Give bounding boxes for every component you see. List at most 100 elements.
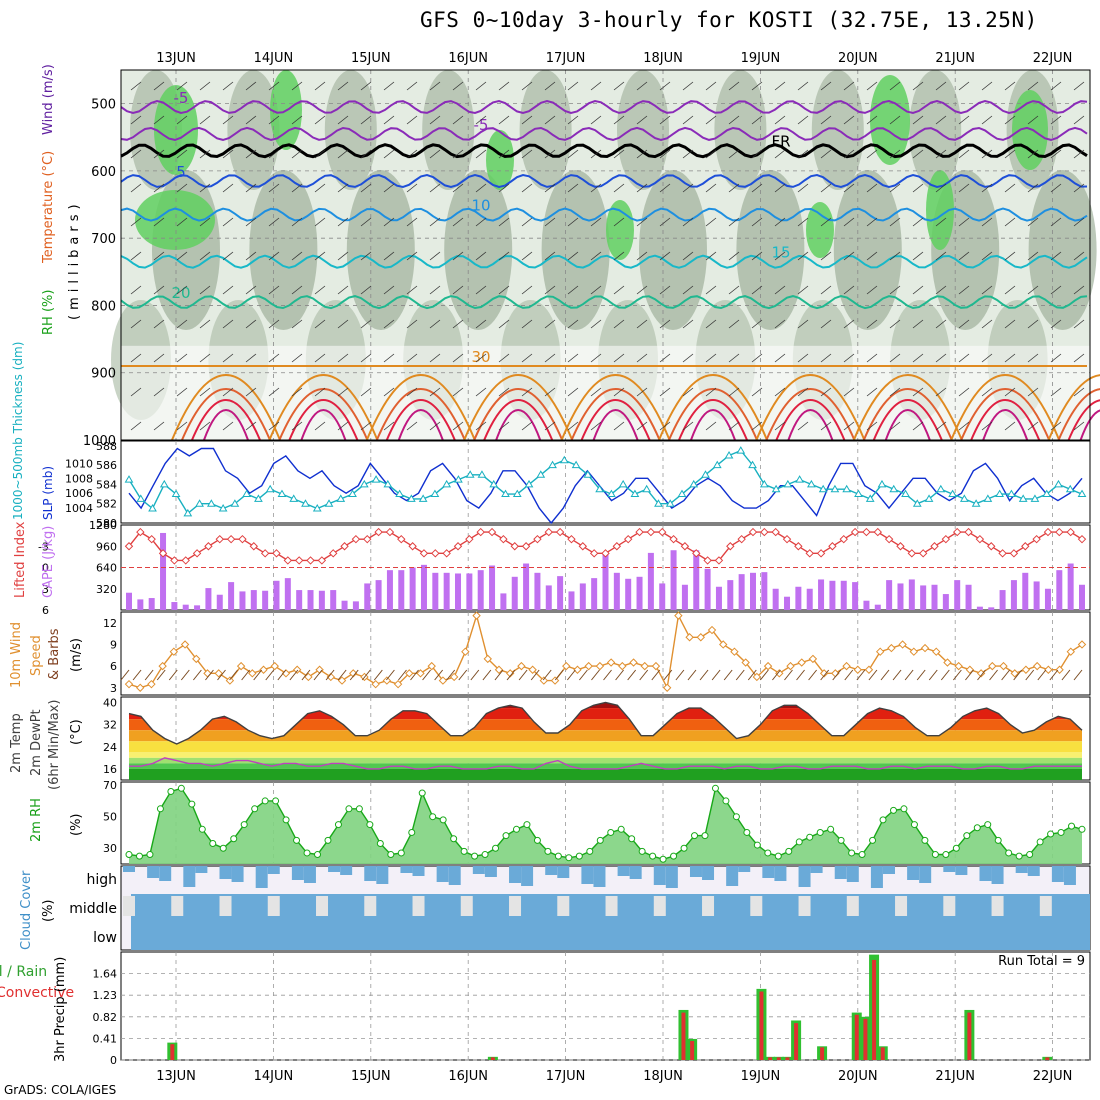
date-label-top: 17JUN bbox=[546, 51, 586, 66]
rh-line-marker bbox=[314, 851, 322, 859]
wind-barb bbox=[337, 115, 349, 125]
wind-barb bbox=[1050, 353, 1062, 363]
cloud-high-bar bbox=[436, 866, 449, 882]
y-tick-label: 800 bbox=[91, 299, 116, 314]
wind-barb bbox=[544, 421, 556, 431]
cloud-mid-gap bbox=[943, 896, 956, 916]
cape-bar bbox=[886, 580, 893, 610]
wind-barb bbox=[958, 81, 970, 91]
rh-line-marker bbox=[649, 852, 657, 860]
wind-barb bbox=[199, 353, 211, 363]
warm-arch bbox=[1057, 388, 1100, 441]
y-tick-label: 24 bbox=[103, 741, 117, 754]
wind-barb bbox=[1027, 387, 1039, 397]
rh-line-marker bbox=[753, 841, 761, 849]
cloud-high-bar bbox=[581, 866, 594, 884]
rh-line-marker bbox=[293, 836, 301, 844]
rh-line-marker bbox=[711, 784, 719, 792]
wind-barb bbox=[498, 115, 510, 125]
wind-speed-line-marker bbox=[472, 611, 481, 620]
wind-barb bbox=[981, 387, 993, 397]
thickness-line-marker bbox=[512, 489, 522, 498]
thickness-line-marker bbox=[371, 475, 381, 483]
wind-barb bbox=[153, 387, 165, 397]
wind-barb bbox=[245, 217, 257, 227]
wind-barb bbox=[843, 251, 855, 261]
y-tick-label: 32 bbox=[103, 719, 117, 732]
warm-arch bbox=[658, 374, 768, 441]
wind-speed-line-marker bbox=[864, 665, 874, 674]
rh-line-marker bbox=[921, 836, 929, 844]
wind-barb bbox=[579, 669, 588, 681]
wind-barb bbox=[498, 81, 510, 91]
wind-barb bbox=[245, 251, 257, 261]
wind-barb bbox=[682, 251, 694, 261]
wind-speed-line-marker bbox=[618, 661, 627, 671]
wind-barb bbox=[735, 669, 745, 681]
wind-barb bbox=[429, 183, 441, 193]
wind-barb bbox=[866, 421, 878, 431]
warm-arch bbox=[1067, 399, 1100, 441]
cape-bar bbox=[341, 600, 348, 610]
precip-convective-bar bbox=[690, 1041, 695, 1060]
wind-barb bbox=[406, 217, 418, 227]
wind-barb bbox=[475, 81, 487, 91]
cloud-mid-gap bbox=[364, 896, 377, 916]
cape-bar bbox=[659, 583, 666, 610]
wind-barb bbox=[325, 669, 335, 681]
wind-barb bbox=[222, 81, 234, 91]
wind-barb bbox=[498, 285, 510, 295]
lifted-index-line-marker bbox=[363, 534, 372, 544]
precip-convective-bar bbox=[820, 1047, 825, 1060]
lifted-index-line-marker bbox=[760, 527, 769, 537]
wind-barb bbox=[475, 319, 487, 329]
precip-label-1: Total / Rain bbox=[0, 964, 47, 980]
wind-speed-line-marker bbox=[797, 658, 806, 667]
cape-bar bbox=[375, 580, 382, 610]
wind-barb bbox=[153, 183, 165, 193]
wind-barb bbox=[199, 319, 211, 329]
lifted-index-line-marker bbox=[714, 556, 724, 565]
cloud-high-bar bbox=[955, 866, 968, 875]
y-tick-label: 960 bbox=[96, 540, 117, 553]
wind-barb bbox=[940, 669, 950, 681]
wind-barb bbox=[222, 183, 234, 193]
thickness-line-marker bbox=[924, 494, 934, 502]
wind-barb bbox=[797, 353, 809, 363]
warm-arch bbox=[755, 374, 866, 441]
cape-bar bbox=[466, 573, 473, 610]
rh-shade bbox=[541, 170, 610, 330]
wind-speed-line-marker bbox=[707, 625, 717, 635]
cloud-high-bar bbox=[1015, 866, 1028, 873]
cloud-high-bar bbox=[484, 866, 497, 877]
thickness-line-marker bbox=[959, 494, 969, 502]
wind-barb bbox=[797, 217, 809, 227]
wind-barb bbox=[337, 251, 349, 261]
wind-barb bbox=[958, 285, 970, 295]
wind-speed-line-marker bbox=[741, 658, 750, 667]
thickness-line-marker bbox=[418, 494, 428, 502]
wind-speed-line-marker bbox=[730, 647, 739, 656]
wind-barb bbox=[866, 387, 878, 397]
date-label-bottom: 19JUN bbox=[741, 1069, 781, 1084]
cape-bar bbox=[840, 580, 847, 610]
wind-barb bbox=[981, 217, 993, 227]
wind-barb bbox=[542, 669, 552, 681]
wind-speed-line-marker bbox=[606, 658, 616, 667]
cloud-high-bar bbox=[665, 866, 678, 888]
cloud-high-bar bbox=[919, 866, 932, 883]
wind-barb bbox=[705, 115, 717, 125]
wind-barb bbox=[360, 251, 372, 261]
rh-line-marker bbox=[418, 789, 426, 797]
wind-barb bbox=[521, 183, 533, 193]
warm-arch bbox=[268, 374, 379, 441]
wind-barb bbox=[958, 115, 970, 125]
wind-barb bbox=[958, 387, 970, 397]
cloud-high-bar bbox=[183, 866, 196, 887]
cape-bar bbox=[988, 607, 995, 610]
lifted-index-line-marker bbox=[351, 534, 361, 544]
wind-barb bbox=[772, 669, 781, 681]
cloud-high-bar bbox=[123, 866, 135, 872]
wind-speed-line-marker bbox=[1032, 661, 1042, 671]
wind-barb bbox=[406, 319, 418, 329]
